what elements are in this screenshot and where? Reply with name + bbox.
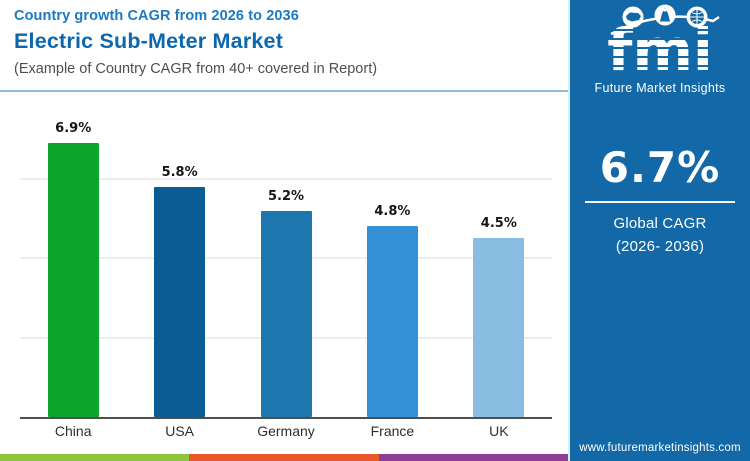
bar: [260, 211, 312, 417]
fmi-logo-graphic: fmi: [607, 4, 720, 84]
fmi-logo: fmi: [570, 4, 750, 89]
footer-stripe: [0, 454, 568, 461]
usa-map-icon: [622, 6, 644, 28]
stripe-segment: [189, 454, 379, 461]
landmark-icon: [654, 4, 676, 26]
bar-group-china: 6.9%: [20, 121, 126, 417]
logo-caption: Future Market Insights: [594, 81, 726, 95]
bar: [366, 226, 418, 417]
category-label: USA: [165, 423, 194, 439]
bar-value-label: 4.8%: [374, 204, 411, 219]
header-divider: [0, 90, 568, 92]
bar-value-label: 4.5%: [480, 216, 517, 231]
chart-header: Country growth CAGR from 2026 to 2036 El…: [14, 8, 554, 77]
bar-group-france: 4.8%: [339, 204, 445, 417]
stripe-segment: [378, 454, 568, 461]
sidebar: fmi Future Market Insights 6.7% Global C…: [568, 0, 750, 461]
category-label: China: [54, 423, 92, 439]
globe-icon: [686, 6, 708, 28]
bar-group-usa: 5.8%: [126, 165, 232, 417]
bar-columns: 6.9% 5.8% 5.2% 4.8% 4.5%: [20, 95, 552, 417]
bar-value-label: 6.9%: [55, 121, 92, 136]
bar-group-uk: 4.5%: [446, 216, 552, 417]
global-cagr-value: 6.7%: [599, 143, 721, 192]
page-title: Electric Sub-Meter Market: [14, 29, 284, 53]
bar: [154, 187, 206, 417]
bar-group-germany: 5.2%: [233, 189, 339, 417]
bar-value-label: 5.2%: [267, 189, 305, 204]
chart-kicker: Country growth CAGR from 2026 to 2036: [14, 8, 299, 24]
category-label: Germany: [257, 423, 315, 439]
stripe-segment: [0, 454, 190, 461]
category-label: UK: [489, 423, 509, 439]
bar: [47, 143, 99, 417]
website-link[interactable]: www.futuremarketinsights.com: [579, 442, 741, 454]
bar-value-label: 5.8%: [161, 165, 198, 180]
chart-subtitle: (Example of Country CAGR from 40+ covere…: [14, 61, 378, 77]
gridline-6: [20, 178, 552, 180]
global-cagr-label: Global CAGR (2026- 2036): [613, 215, 707, 255]
fmi-brand-text: fmi: [607, 16, 713, 84]
bar: [473, 238, 525, 417]
bar-chart: 6.9% 5.8% 5.2% 4.8% 4.5%: [20, 95, 552, 419]
cagr-divider: [585, 201, 735, 203]
x-axis-labels: China USA Germany France UK: [20, 423, 552, 439]
category-label: France: [370, 423, 415, 439]
x-axis-line: [20, 417, 552, 419]
